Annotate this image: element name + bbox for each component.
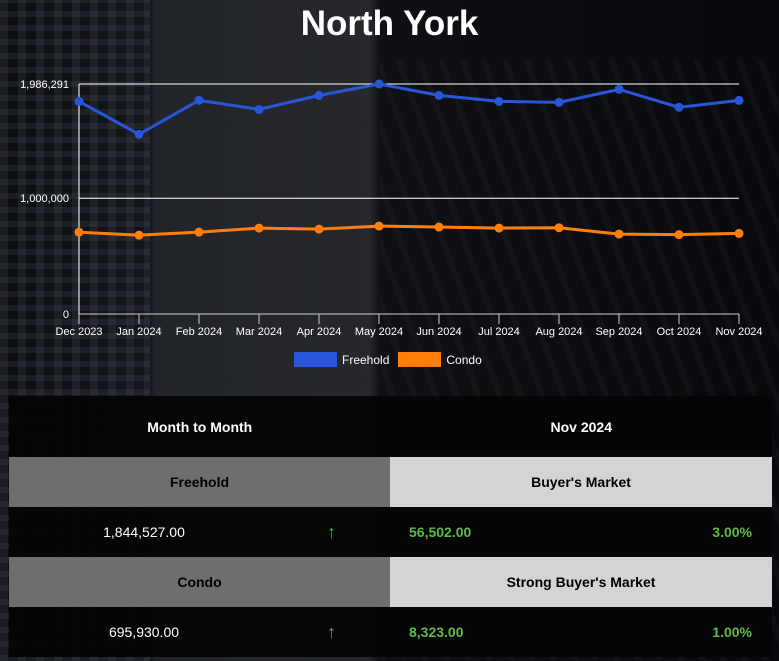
category-row-condo: Condo Strong Buyer's Market xyxy=(9,557,772,607)
header-period: Nov 2024 xyxy=(550,418,612,435)
arrow-up-icon: ↑ xyxy=(327,621,336,642)
data-point xyxy=(554,223,564,233)
data-point xyxy=(194,95,204,105)
data-point xyxy=(434,222,444,232)
x-tick-label: May 2024 xyxy=(355,326,403,338)
legend-label-freehold: Freehold xyxy=(342,352,390,367)
data-point xyxy=(74,227,84,237)
x-tick-label: Aug 2024 xyxy=(535,326,582,338)
header-month-to-month: Month to Month xyxy=(147,418,253,435)
y-tick-label: 0 xyxy=(63,309,69,321)
y-tick-label: 1,000,000 xyxy=(20,193,69,205)
data-point xyxy=(674,230,684,240)
chart-axes: 0 1,000,000 1,986,291 Dec 2023 Jan 2024 Feb 2… xyxy=(20,79,762,338)
data-point xyxy=(254,104,264,114)
value-row-freehold: 1,844,527.00 ↑ 56,502.00 3.00% xyxy=(9,507,772,557)
change-value: 56,502.00 xyxy=(409,524,472,540)
legend-swatch-freehold xyxy=(294,352,337,367)
x-tick-label: Sep 2024 xyxy=(595,326,642,338)
data-point xyxy=(554,97,564,107)
x-tick-label: Dec 2023 xyxy=(55,326,102,338)
data-point xyxy=(434,90,444,100)
x-tick-label: Nov 2024 xyxy=(715,326,762,338)
series-line-condo xyxy=(78,224,740,237)
data-point xyxy=(374,221,384,231)
change-percent: 3.00% xyxy=(712,524,752,540)
data-point xyxy=(494,96,504,106)
category-label: Condo xyxy=(9,557,390,607)
price-value: 695,930.00 xyxy=(108,624,180,640)
legend-swatch-condo xyxy=(398,352,442,367)
y-tick-label: 1,986,291 xyxy=(20,79,69,91)
value-row-condo: 695,930.00 ↑ 8,323.00 1.00% xyxy=(9,607,772,657)
data-point xyxy=(254,223,264,233)
x-tick-label: Jul 2024 xyxy=(478,326,520,338)
data-point xyxy=(134,230,144,240)
x-tick-label: Feb 2024 xyxy=(176,326,222,338)
data-point xyxy=(134,129,144,139)
data-point xyxy=(734,95,744,105)
data-point xyxy=(734,228,744,238)
chart-series xyxy=(74,79,744,240)
x-tick-label: Oct 2024 xyxy=(657,326,702,338)
category-label: Freehold xyxy=(9,457,390,507)
data-point xyxy=(314,90,324,100)
price-value: 1,844,527.00 xyxy=(103,524,185,540)
market-status: Strong Buyer's Market xyxy=(390,557,772,607)
x-tick-label: Jun 2024 xyxy=(416,326,461,338)
data-point xyxy=(674,102,684,112)
x-tick-label: Jan 2024 xyxy=(116,326,161,338)
series-line-freehold xyxy=(78,82,740,137)
market-summary-table: Month to Month Nov 2024 Freehold Buyer's… xyxy=(9,396,772,657)
data-point xyxy=(74,96,84,106)
data-point xyxy=(194,227,204,237)
arrow-up-icon: ↑ xyxy=(327,521,336,542)
line-chart: 0 1,000,000 1,986,291 Dec 2023 Jan 2024 Feb 2… xyxy=(20,79,762,338)
change-percent: 1.00% xyxy=(712,624,752,640)
data-point xyxy=(614,229,624,239)
x-tick-label: Mar 2024 xyxy=(236,326,282,338)
table-header: Month to Month Nov 2024 xyxy=(9,396,772,457)
data-point xyxy=(494,223,504,233)
market-status: Buyer's Market xyxy=(390,457,772,507)
data-point xyxy=(614,84,624,94)
x-tick-label: Apr 2024 xyxy=(297,326,342,338)
data-point xyxy=(314,224,324,234)
chart-grid xyxy=(79,83,739,199)
chart-legend: Freehold Condo xyxy=(294,352,491,367)
page-title: North York xyxy=(300,4,479,43)
legend-label-condo: Condo xyxy=(446,352,482,367)
category-row-freehold: Freehold Buyer's Market xyxy=(9,457,772,507)
change-value: 8,323.00 xyxy=(409,624,464,640)
data-point xyxy=(374,79,384,89)
